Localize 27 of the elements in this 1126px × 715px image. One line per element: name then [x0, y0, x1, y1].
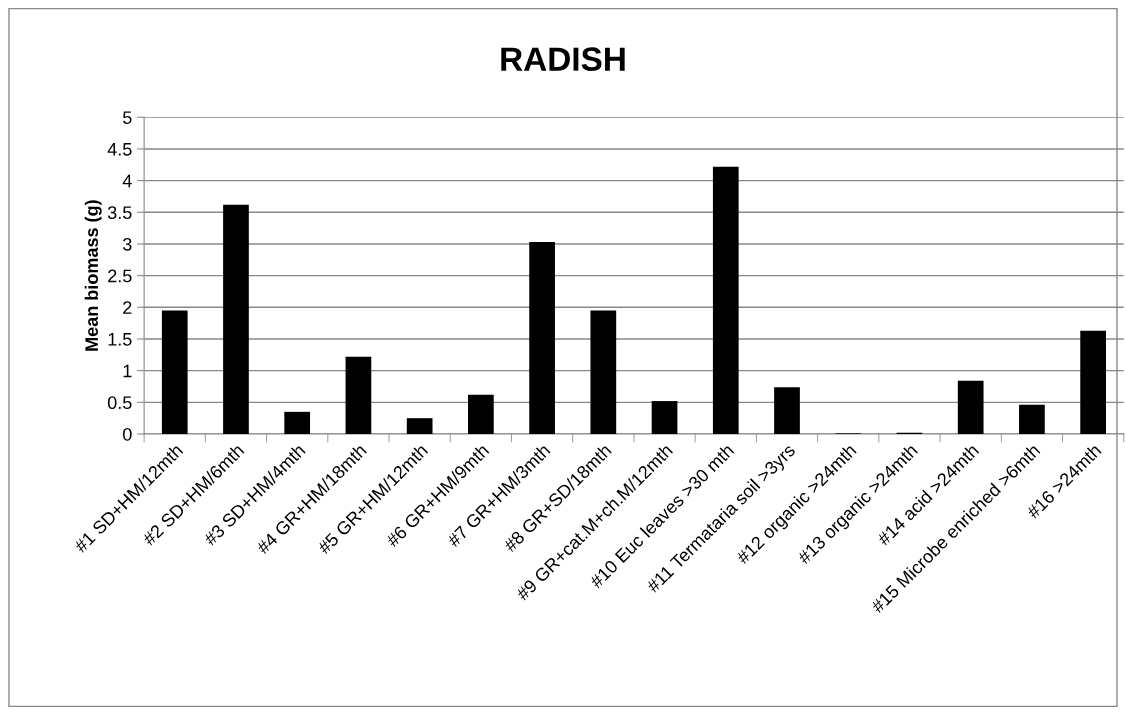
y-tick-label: 4: [122, 174, 132, 188]
y-axis-title: Mean biomass (g): [84, 200, 102, 351]
y-tick-label: 0.5: [107, 396, 132, 410]
bar: [284, 411, 311, 434]
y-tick-label: 5: [123, 111, 132, 124]
bar: [1019, 404, 1045, 434]
bar: [957, 380, 984, 434]
y-tick-label: 0: [122, 427, 132, 441]
bar: [223, 204, 249, 434]
bar: [529, 242, 555, 434]
y-tick-label: 4.5: [107, 143, 132, 156]
bar: [161, 310, 188, 434]
chart-title: RADISH: [501, 47, 625, 71]
y-tick-label: 2.5: [108, 269, 132, 283]
bar: [345, 356, 372, 434]
y-tick-label: 1: [123, 364, 132, 378]
bar: [1080, 330, 1106, 434]
bar: [406, 418, 433, 434]
bar: [590, 310, 617, 434]
bar: [468, 394, 494, 434]
bar: [774, 387, 800, 434]
bar: [712, 166, 739, 434]
y-tick-label: 1.5: [108, 333, 132, 346]
bar: [651, 401, 678, 434]
y-tick-label: 3.5: [107, 206, 132, 219]
y-tick-label: 2: [123, 301, 132, 314]
y-tick-label: 3: [122, 237, 132, 251]
